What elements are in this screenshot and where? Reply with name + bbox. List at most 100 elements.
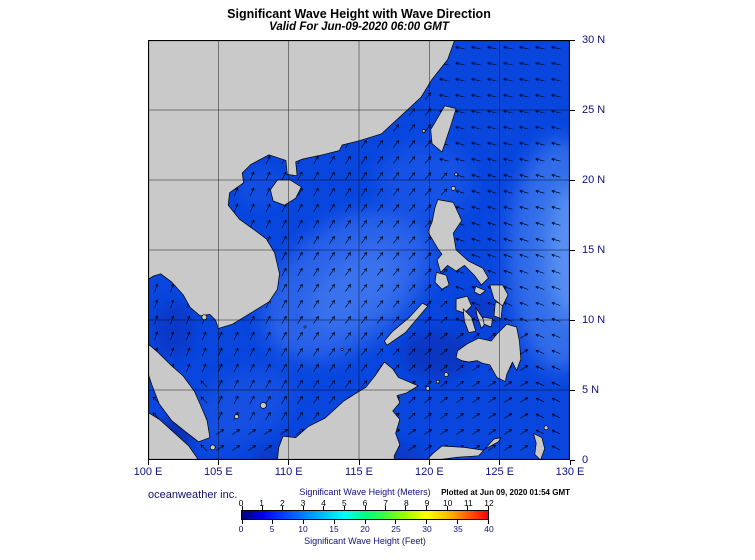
- colorbar: [241, 506, 489, 524]
- x-tick-label: 100 E: [133, 466, 163, 478]
- colorbar-tick: [282, 506, 284, 510]
- page-title: Significant Wave Height with Wave Direct…: [227, 7, 491, 21]
- island-morotai: [543, 425, 549, 431]
- island-natuna: [259, 402, 267, 409]
- legend-tick-value: 30: [422, 524, 432, 534]
- island-batanes: [454, 172, 458, 177]
- island-sulu-3: [425, 386, 431, 391]
- colorbar-tick: [385, 506, 386, 510]
- legend-tick-value: 7: [383, 498, 389, 508]
- colorbar-tick: [241, 520, 243, 524]
- colorbar-tick: [303, 520, 304, 524]
- x-tick-mark: [217, 460, 219, 465]
- legend-feet-label: Significant Wave Height (Feet): [304, 536, 426, 546]
- colorbar-tick: [456, 520, 458, 524]
- colorbar-tick: [395, 520, 397, 524]
- y-tick-label: 0: [582, 454, 589, 466]
- land-mainland-asia: [148, 40, 456, 329]
- legend-tick-value: 4: [321, 498, 327, 508]
- legend-tick-value: 25: [391, 524, 401, 534]
- land-samar: [489, 284, 509, 307]
- colorbar-tick: [241, 506, 243, 510]
- valid-time-subtitle: Valid For Jun-09-2020 06:00 GMT: [269, 21, 449, 33]
- colorbar-tick: [466, 506, 468, 510]
- land-luzon: [427, 199, 489, 286]
- x-tick-mark: [499, 460, 501, 465]
- y-tick-mark: [570, 109, 575, 111]
- x-tick-mark: [428, 460, 430, 465]
- legend-tick-value: 0: [238, 524, 244, 534]
- land-panay: [455, 295, 472, 314]
- land-taiwan: [430, 105, 457, 153]
- land-mindoro: [434, 272, 450, 290]
- x-tick-label: 115 E: [345, 466, 373, 478]
- land-bohol: [482, 316, 493, 328]
- legend-tick-value: 9: [424, 498, 430, 508]
- colorbar-tick: [426, 520, 427, 524]
- legend-tick-value: 3: [300, 498, 306, 508]
- colorbar-tick: [426, 506, 427, 510]
- land-negros: [462, 308, 477, 333]
- island-phu-quoc: [201, 314, 208, 321]
- y-tick-mark: [570, 319, 575, 321]
- plotted-timestamp: Plotted at Jun 09, 2020 01:54 GMT: [441, 488, 570, 497]
- y-tick-mark: [570, 249, 575, 251]
- land-borneo: [277, 361, 419, 460]
- legend-feet-ticks: 0 5 10 15 20 25 30 35 40: [238, 524, 494, 534]
- legend-tick-value: 40: [484, 524, 494, 534]
- land-masbate: [473, 286, 486, 296]
- land-malay-peninsula: [148, 343, 211, 443]
- x-tick-mark: [358, 460, 360, 465]
- legend-tick-value: 1: [259, 498, 265, 508]
- island-penghu: [421, 129, 426, 133]
- island-sulu-1: [443, 372, 449, 377]
- y-tick-label: 30 N: [582, 34, 606, 46]
- grid-lines: [148, 40, 570, 460]
- plot-border: [147, 39, 571, 461]
- x-tick-mark: [288, 460, 290, 465]
- y-tick-label: 25 N: [582, 104, 606, 116]
- x-tick-label: 125 E: [485, 466, 515, 478]
- y-tick-mark: [570, 389, 575, 391]
- x-tick-label: 130 E: [555, 466, 585, 478]
- colorbar-tick: [303, 506, 304, 510]
- legend-tick-value: 2: [279, 498, 285, 508]
- island-sulu-2: [435, 379, 440, 384]
- land-halmahera: [533, 433, 546, 460]
- landmasses: [148, 40, 549, 460]
- y-tick-label: 10 N: [582, 314, 606, 326]
- colorbar-tick: [364, 520, 366, 524]
- colorbar-tick: [487, 506, 489, 510]
- y-tick-mark: [570, 179, 575, 181]
- legend-meters-label: Significant Wave Height (Meters): [299, 487, 431, 497]
- colorbar-tick: [487, 520, 489, 524]
- y-tick-mark: [570, 39, 575, 41]
- y-tick-label: 15 N: [582, 244, 606, 256]
- map-plot: [147, 39, 571, 461]
- legend-tick-value: 11: [463, 498, 473, 508]
- island-spratly-2: [303, 325, 307, 329]
- legend-tick-value: 20: [360, 524, 370, 534]
- legend-tick-value: 0: [238, 498, 244, 508]
- legend-tick-value: 15: [329, 524, 339, 534]
- colorbar-tick: [323, 506, 325, 510]
- colorbar-tick: [405, 506, 407, 510]
- colorbar-tick: [261, 506, 263, 510]
- island-spratly-1: [340, 348, 344, 351]
- x-tick-label: 110 E: [274, 466, 303, 478]
- y-tick-mark: [570, 459, 575, 461]
- x-tick-label: 120 E: [414, 466, 444, 478]
- legend-meters-ticks: 0 1 2 3 4 5 6 7 8 9 10 11 12: [238, 498, 494, 508]
- island-babuyan: [450, 186, 456, 191]
- x-tick-mark: [569, 460, 571, 465]
- colorbar-tick: [272, 520, 274, 524]
- y-tick-label: 20 N: [582, 174, 606, 186]
- colorbar-tick: [446, 506, 448, 510]
- legend-tick-value: 12: [484, 498, 494, 508]
- land-sumatra: [148, 412, 199, 460]
- credit-text: oceanweather inc.: [148, 489, 238, 501]
- y-tick-label: 5 N: [582, 384, 600, 396]
- island-riau: [209, 444, 216, 451]
- legend-tick-value: 6: [362, 498, 368, 508]
